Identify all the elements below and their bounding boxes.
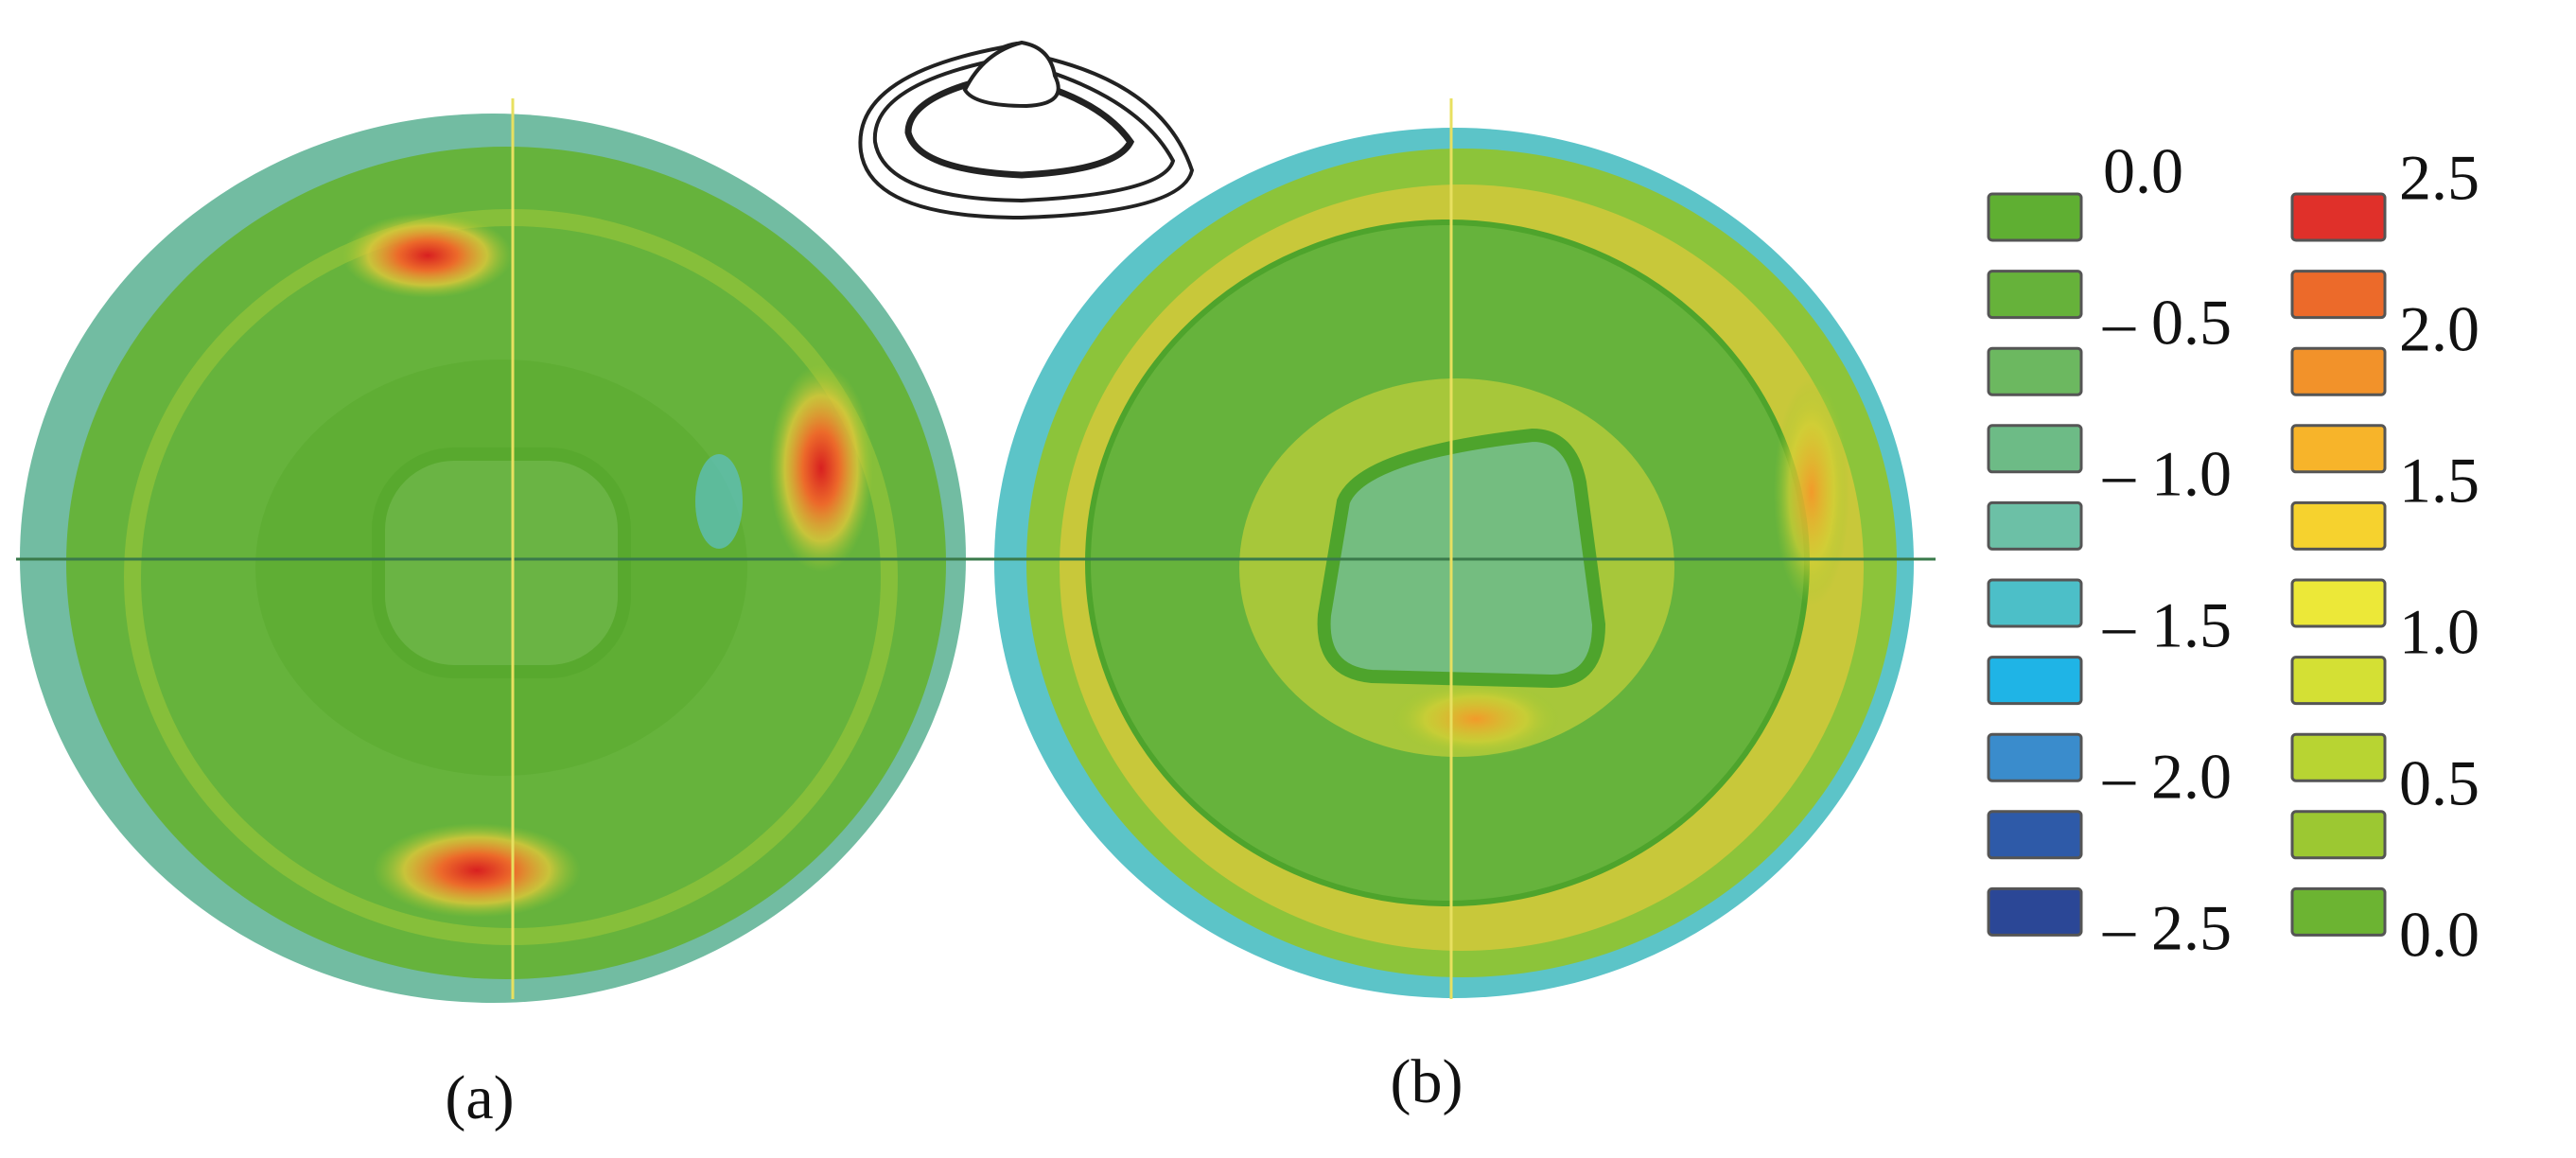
legend-swatch <box>2290 810 2387 860</box>
legend-swatch <box>1987 578 2083 628</box>
legend-label: 0.0 <box>2399 899 2480 971</box>
legend-swatch <box>1987 810 2083 860</box>
legend-swatch <box>2290 886 2387 937</box>
legend-label: 1.5 <box>2399 445 2480 517</box>
part-icon <box>858 40 1195 220</box>
legend-swatch <box>2290 578 2387 628</box>
legend-label: – 1.0 <box>2102 438 2232 510</box>
legend-label: – 2.0 <box>2102 741 2232 813</box>
legend-swatch <box>1987 270 2083 320</box>
legend-label: 0.0 <box>2103 135 2183 207</box>
legend-label: 0.5 <box>2399 747 2480 819</box>
panel-label: (a) <box>445 1063 514 1132</box>
legend-label: 2.0 <box>2399 293 2480 365</box>
legend-swatch <box>1987 192 2083 242</box>
legend-label: 1.0 <box>2399 596 2480 668</box>
legend-label: 2.5 <box>2399 142 2480 214</box>
deviation-map-b <box>994 128 1914 998</box>
legend-label: – 0.5 <box>2102 287 2232 359</box>
legend-swatch <box>2290 732 2387 782</box>
legend-label: – 1.5 <box>2102 589 2232 661</box>
legend-swatch <box>1987 732 2083 782</box>
legend-swatch <box>1987 424 2083 474</box>
legend-swatch <box>1987 500 2083 551</box>
legend-swatch <box>2290 424 2387 474</box>
legend-swatch <box>1987 656 2083 706</box>
legend-swatch <box>2290 192 2387 242</box>
legend-swatch <box>2290 500 2387 551</box>
legend-swatch <box>1987 346 2083 396</box>
legend-swatch <box>2290 656 2387 706</box>
legend-swatch <box>2290 270 2387 320</box>
panel-label: (b) <box>1391 1047 1463 1116</box>
legend-swatch <box>2290 346 2387 396</box>
deviation-map-a <box>20 114 966 1003</box>
legend-swatch <box>1987 886 2083 937</box>
legend-label: – 2.5 <box>2102 892 2232 964</box>
legend: 0.0 – 0.5 – 1.0 – 1.5 – 2.0 – 2.5 2.5 2.0 1.5 1.0… <box>1987 135 2480 971</box>
